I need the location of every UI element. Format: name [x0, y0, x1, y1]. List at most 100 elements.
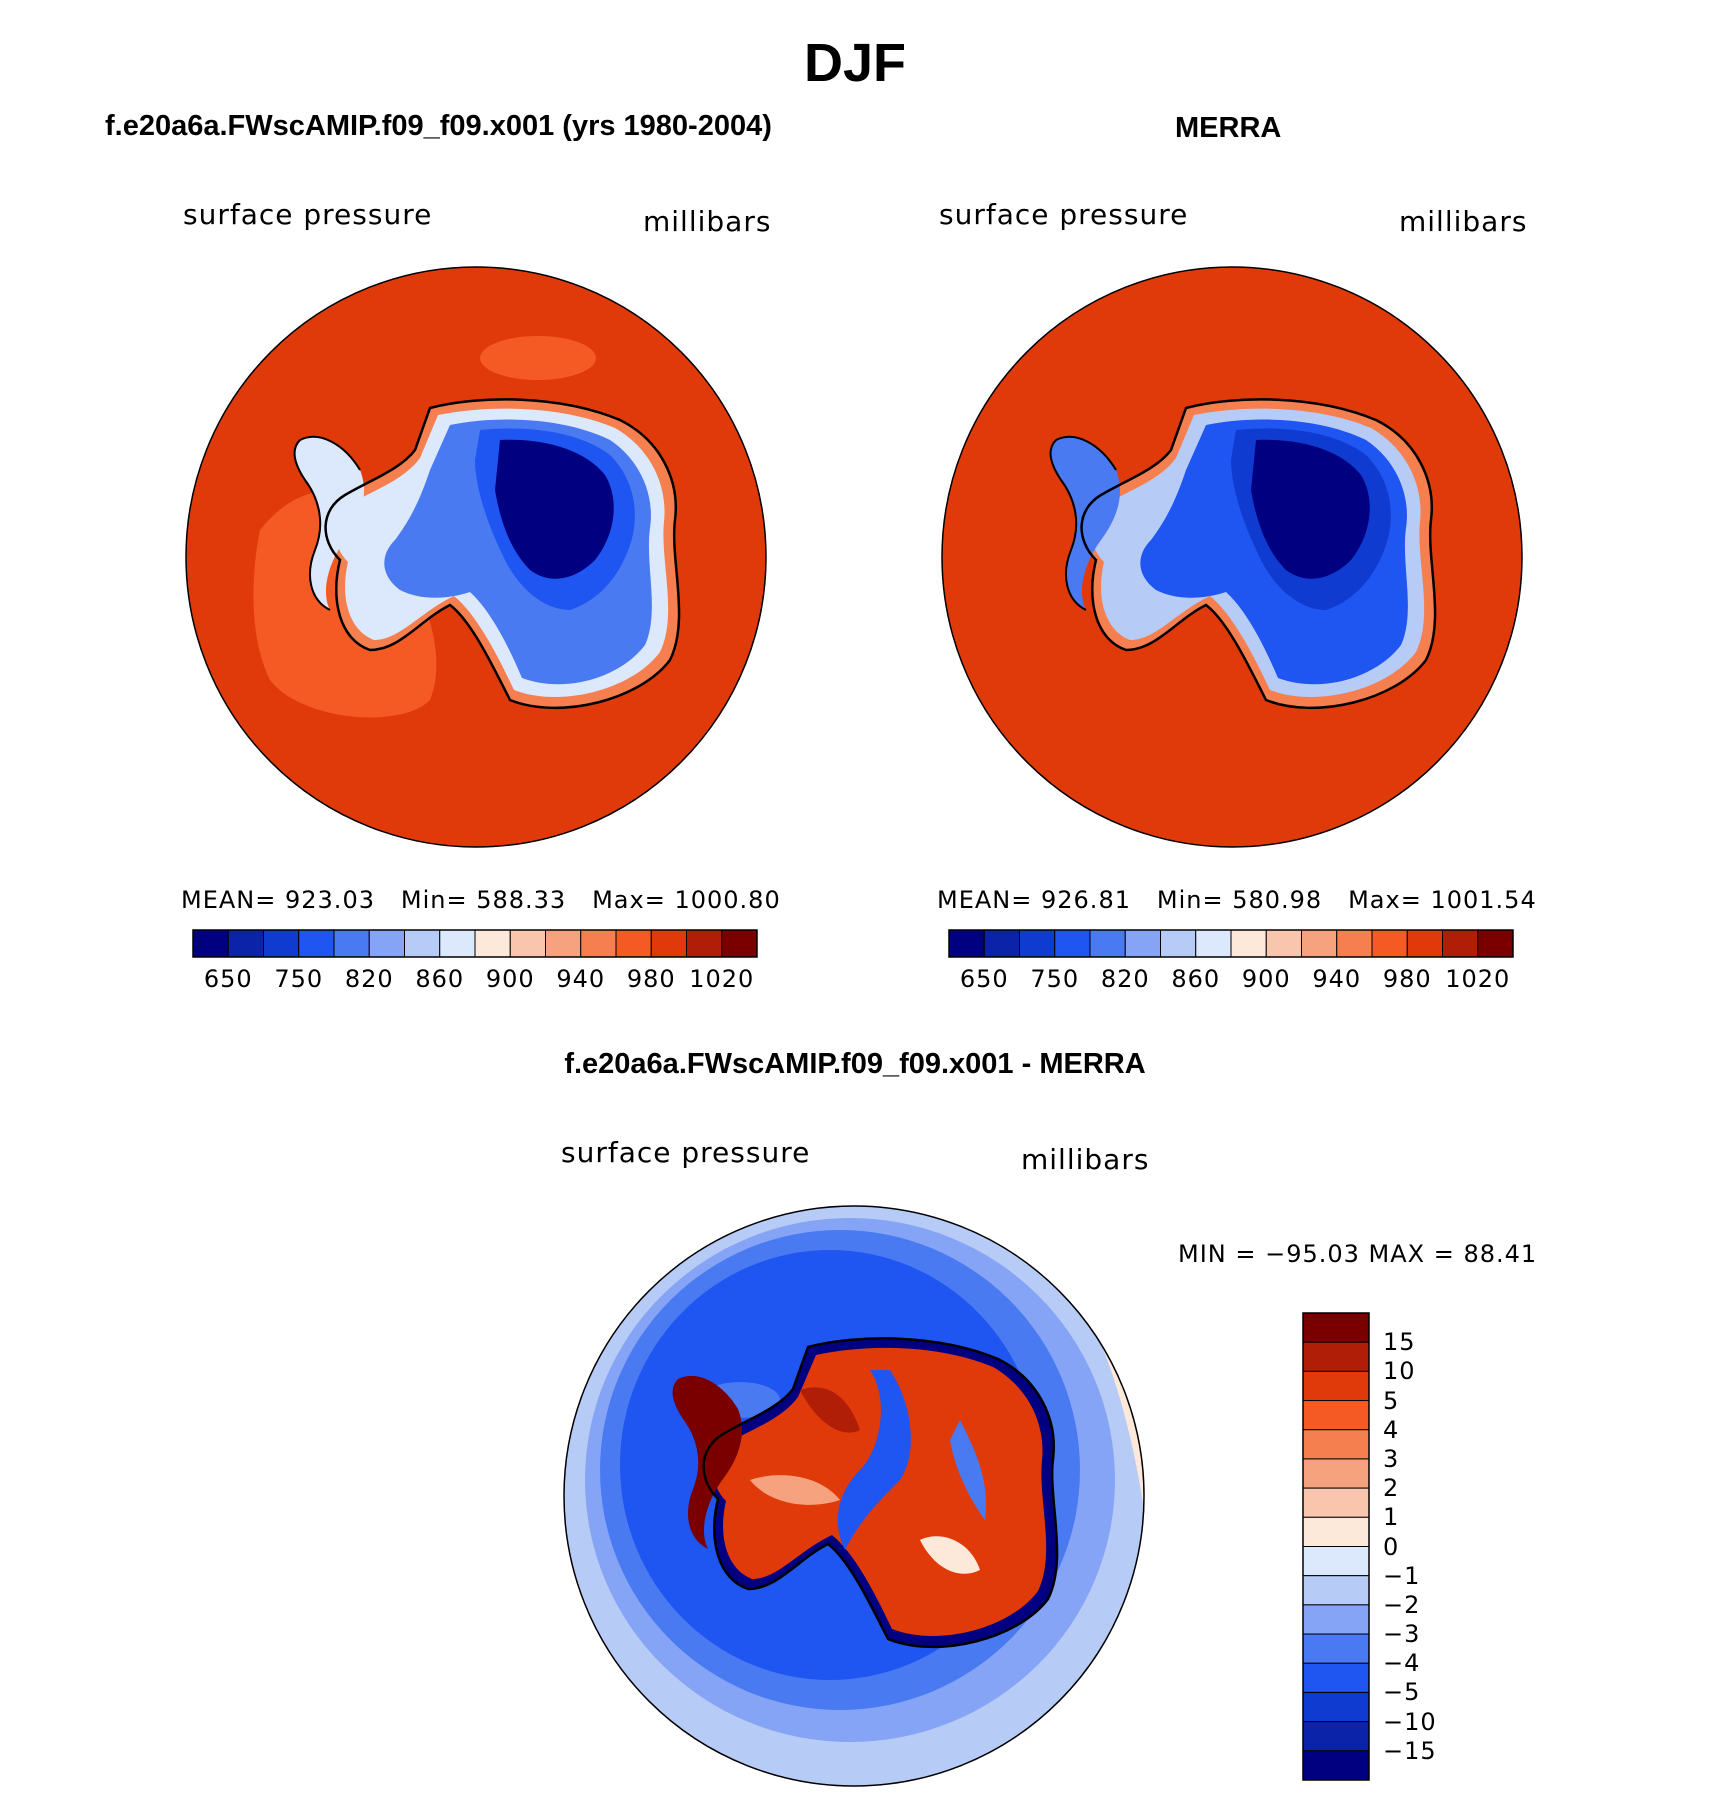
model-colorbar-frame: [192, 929, 758, 958]
diff-map: [563, 1205, 1145, 1787]
model-colorbar-swatch: [404, 929, 441, 958]
model-colorbar-swatch: [192, 929, 229, 958]
diff-colorbar-swatch: [1302, 1516, 1370, 1547]
model-panel-title: f.e20a6a.FWscAMIP.f09_f09.x001 (yrs 1980…: [105, 110, 772, 142]
diff-peninsula: [672, 1375, 743, 1549]
model-colorbar-swatch: [368, 929, 405, 958]
model-mean-label: MEAN=: [181, 886, 277, 914]
obs-units-label: millibars: [1399, 205, 1528, 238]
model-min-label: Min=: [400, 886, 468, 914]
model-colorbar-swatch: [509, 929, 546, 958]
model-colorbar-tick-label: 940: [556, 965, 606, 993]
model-peninsula: [294, 436, 365, 610]
obs-colorbar-tick-label: 980: [1382, 965, 1432, 993]
obs-colorbar-swatch: [1336, 929, 1373, 958]
model-mean-value: 923.03: [285, 886, 375, 914]
obs-coastline: [1080, 398, 1437, 710]
model-colorbar-swatch: [439, 929, 476, 958]
diff-dark-red-patch: [800, 1387, 860, 1433]
model-colorbar-swatch: [298, 929, 335, 958]
model-colorbar-swatch: [263, 929, 300, 958]
diff-colorbar-tick-label: 1: [1383, 1503, 1400, 1532]
obs-colorbar-swatch: [1089, 929, 1126, 958]
obs-colorbar-swatch: [1477, 929, 1514, 958]
model-peninsula-coast: [293, 435, 361, 611]
obs-colorbar-swatch: [1019, 929, 1056, 958]
obs-colorbar-tick-label: 860: [1171, 965, 1221, 993]
model-colorbar-tick-label: 860: [415, 965, 465, 993]
obs-colorbar-swatch: [1230, 929, 1267, 958]
model-ice-dome: [495, 439, 614, 579]
diff-variable-label: surface pressure: [561, 1136, 811, 1169]
model-max-label: Max=: [592, 886, 666, 914]
obs-colorbar-swatch: [1442, 929, 1479, 958]
diff-colorbar-swatch: [1302, 1458, 1370, 1489]
model-low-anomaly-north: [480, 336, 596, 380]
diff-colorbar-swatch: [1302, 1429, 1370, 1460]
model-colorbar-tick-label: 980: [626, 965, 676, 993]
diff-map-border: [563, 1205, 1145, 1787]
obs-peninsula-coast: [1049, 435, 1117, 611]
obs-mean-value: 926.81: [1041, 886, 1131, 914]
obs-colorbar-swatch: [1301, 929, 1338, 958]
diff-colorbar-tick-label: 3: [1383, 1444, 1400, 1473]
obs-colorbar-swatch: [1160, 929, 1197, 958]
diff-colorbar-tick-label: 5: [1383, 1386, 1400, 1415]
model-colorbar-swatch: [545, 929, 582, 958]
diff-colorbar-tick-label: 0: [1383, 1532, 1400, 1561]
obs-stats: MEAN= 926.81 Min= 580.98 Max= 1001.54: [937, 886, 1537, 914]
obs-colorbar-tick-label: 820: [1100, 965, 1150, 993]
obs-map-border: [941, 266, 1523, 848]
model-colorbar-swatch: [686, 929, 723, 958]
model-colorbar-tick-label: 1020: [689, 965, 755, 993]
model-colorbar-tick-label: 650: [203, 965, 253, 993]
obs-colorbar-swatch: [1195, 929, 1232, 958]
obs-colorbar-swatch: [1371, 929, 1408, 958]
model-map: [185, 266, 767, 848]
diff-colorbar-swatch: [1302, 1604, 1370, 1635]
model-colorbar: [192, 929, 758, 958]
diff-colorbar-tick-label: 10: [1383, 1357, 1416, 1386]
diff-colorbar-tick-label: 4: [1383, 1415, 1400, 1444]
model-colorbar-swatch: [580, 929, 617, 958]
figure-title: DJF: [803, 33, 906, 93]
obs-colorbar-swatch: [1054, 929, 1091, 958]
model-colorbar-swatch: [227, 929, 264, 958]
diff-colorbar-swatch: [1302, 1546, 1370, 1577]
model-colorbar-tick-label: 750: [274, 965, 324, 993]
obs-colorbar-frame: [948, 929, 1514, 958]
obs-min-value: 580.98: [1232, 886, 1323, 914]
diff-coastline: [702, 1337, 1059, 1649]
obs-max-value: 1001.54: [1430, 886, 1537, 914]
obs-colorbar-swatch: [1124, 929, 1161, 958]
model-colorbar-swatch: [650, 929, 687, 958]
diff-colorbar-tick-label: −10: [1383, 1707, 1437, 1736]
obs-min-label: Min=: [1156, 886, 1224, 914]
diff-colorbar-swatch: [1302, 1721, 1370, 1752]
diff-colorbar-swatch: [1302, 1370, 1370, 1402]
model-stats: MEAN= 923.03 Min= 588.33 Max= 1000.80: [181, 886, 781, 914]
diff-colorbar-tick-label: −4: [1383, 1649, 1421, 1678]
obs-ice-dome: [1251, 439, 1370, 579]
obs-colorbar-tick-label: 750: [1030, 965, 1080, 993]
obs-colorbar-tick-label: 650: [959, 965, 1009, 993]
diff-light-patch: [920, 1536, 980, 1574]
diff-colorbar-tick-label: −15: [1383, 1736, 1437, 1765]
diff-colorbar-tick-label: −3: [1383, 1620, 1421, 1649]
obs-colorbar-swatch: [1265, 929, 1302, 958]
obs-peninsula: [1050, 436, 1121, 610]
model-colorbar-tick-label: 900: [485, 965, 535, 993]
obs-max-label: Max=: [1348, 886, 1422, 914]
model-map-border: [185, 266, 767, 848]
diff-colorbar-swatch: [1302, 1487, 1370, 1518]
diff-minmax: MIN = −95.03 MAX = 88.41: [1178, 1240, 1538, 1268]
diff-blue-streak-2: [950, 1420, 986, 1520]
obs-variable-label: surface pressure: [939, 198, 1189, 231]
model-coastline: [324, 398, 681, 710]
diff-colorbar-tick-label: −2: [1383, 1590, 1421, 1619]
diff-colorbar-tick-label: −1: [1383, 1561, 1421, 1590]
model-colorbar-swatch: [721, 929, 758, 958]
diff-colorbar-swatch: [1302, 1662, 1370, 1693]
obs-colorbar: [948, 929, 1514, 958]
